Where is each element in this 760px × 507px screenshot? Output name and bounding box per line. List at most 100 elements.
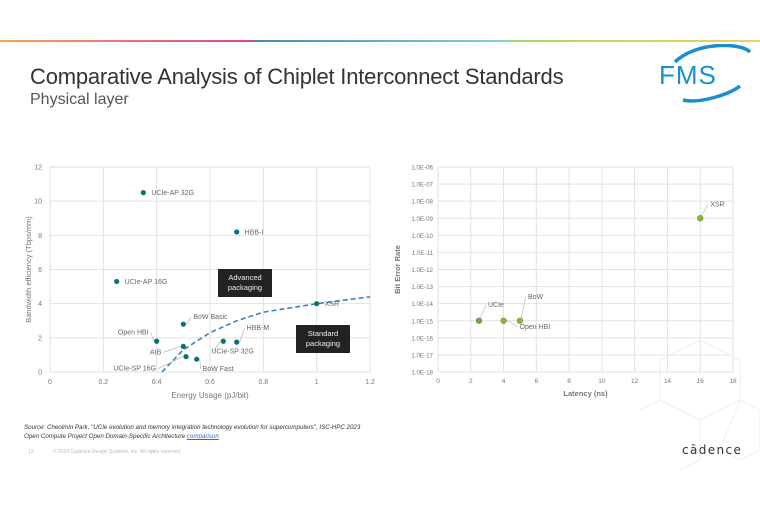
data-point[interactable]	[180, 321, 186, 327]
annotation-text: Standard	[308, 329, 338, 338]
annotation-text: Advanced	[228, 273, 261, 282]
point-label: UCIe-AP 32G	[151, 190, 194, 197]
y-tick-label: 0	[38, 370, 42, 377]
svg-text:FMS: FMS	[659, 60, 717, 90]
leader-line	[157, 356, 184, 369]
y-tick-label: 1.0E-16	[411, 335, 433, 342]
annotation-text: packaging	[306, 339, 340, 348]
leader-line	[520, 296, 527, 319]
slide-title: Comparative Analysis of Chiplet Intercon…	[30, 64, 564, 89]
x-axis-label: Latency (ns)	[563, 389, 608, 398]
point-label: XSR	[325, 301, 339, 308]
annotation-box	[218, 269, 272, 297]
x-tick-label: 0.4	[152, 379, 162, 386]
annotation-box	[296, 325, 350, 353]
data-point[interactable]	[114, 278, 120, 285]
comparison-link[interactable]: comparison	[186, 433, 219, 440]
leader-line	[239, 327, 245, 343]
x-tick-label: 1.2	[365, 379, 375, 386]
x-tick-label: 0.6	[205, 379, 215, 386]
y-tick-label: 1.0E-07	[411, 182, 433, 189]
point-label: UCIe-AP 16G	[125, 279, 168, 286]
y-tick-label: 6	[38, 267, 42, 274]
source-line-2: Open Compute Project Open Domain-Specifi…	[24, 433, 187, 440]
data-point[interactable]	[234, 339, 240, 345]
x-tick-label: 10	[598, 378, 606, 385]
point-label: Open HBI	[118, 329, 149, 336]
data-point[interactable]	[140, 190, 146, 196]
point-label: UCIe	[488, 302, 504, 309]
x-tick-label: 6	[535, 378, 539, 385]
point-label: UCIe-SP 16G	[113, 366, 156, 373]
y-tick-label: 1.0E-14	[411, 301, 433, 308]
leader-line	[163, 346, 181, 353]
y-tick-label: 1.0E-15	[411, 318, 433, 325]
point-label: HBB-M	[247, 325, 270, 332]
data-point[interactable]	[234, 229, 240, 235]
y-tick-label: 12	[34, 165, 42, 172]
footer: 12 © 2024 Cadence Design Systems, Inc. A…	[28, 449, 199, 455]
data-point[interactable]	[697, 215, 704, 222]
y-tick-label: 4	[38, 301, 42, 308]
fms-logo: FMS	[659, 44, 752, 103]
data-point[interactable]	[475, 317, 483, 324]
data-point[interactable]	[183, 354, 189, 360]
top-accent-line	[0, 40, 760, 42]
data-point[interactable]	[516, 317, 524, 324]
x-tick-label: 18	[729, 378, 737, 385]
copyright: © 2024 Cadence Design Systems, Inc. All …	[52, 449, 182, 455]
y-tick-label: 1.0E-18	[411, 370, 433, 377]
hexagon-background-decoration	[640, 339, 760, 470]
y-axis-label: Bandwidth efficiency (Tbps/mm)	[24, 216, 33, 323]
source-line-1: Source: Cheolmin Park, "UCIe evolution a…	[24, 424, 361, 431]
x-tick-label: 0.8	[258, 379, 268, 386]
leader-line	[479, 304, 487, 319]
page-number: 12	[28, 449, 34, 455]
point-label: Open HBI	[520, 324, 551, 331]
leader-line	[150, 332, 154, 342]
leader-line	[213, 341, 221, 352]
x-tick-label: 14	[664, 378, 672, 385]
x-tick-label: 0.2	[98, 379, 108, 386]
leader-line	[186, 316, 192, 325]
leader-line	[199, 359, 202, 370]
y-tick-label: 10	[34, 199, 42, 206]
y-tick-label: 1.0E-10	[411, 233, 433, 240]
source-citation: Source: Cheolmin Park, "UCIe evolution a…	[24, 423, 360, 441]
y-tick-label: 1.0E-13	[411, 284, 433, 291]
x-tick-label: 1	[315, 379, 319, 386]
data-point[interactable]	[194, 356, 200, 362]
y-tick-label: 8	[38, 233, 42, 240]
x-tick-label: 8	[567, 378, 571, 385]
x-tick-label: 12	[631, 378, 639, 385]
x-tick-label: 2	[469, 378, 473, 385]
data-point[interactable]	[500, 317, 507, 324]
leader-line	[700, 204, 709, 217]
trend-line	[161, 296, 371, 373]
y-tick-label: 1.0E-08	[411, 199, 433, 206]
y-tick-label: 1.0E-09	[411, 216, 433, 223]
data-point[interactable]	[220, 338, 226, 344]
y-tick-label: 2	[38, 335, 42, 342]
data-point[interactable]	[180, 343, 186, 349]
x-axis-label: Energy Usage (pJ/bit)	[171, 391, 249, 400]
point-label: UCIe-SP 32G	[211, 348, 254, 355]
data-point[interactable]	[154, 338, 160, 344]
annotation-text: packaging	[228, 283, 262, 292]
x-tick-label: 0	[436, 378, 440, 385]
cadence-logo: cādence	[682, 443, 743, 457]
point-label: AIB	[150, 349, 162, 356]
x-tick-label: 16	[697, 378, 705, 385]
point-label: BoW Fast	[203, 366, 234, 373]
slide-subtitle: Physical layer	[30, 91, 129, 108]
y-tick-label: 1.0E-06	[411, 165, 433, 172]
data-point[interactable]	[314, 301, 320, 307]
point-label: BoW	[528, 294, 544, 301]
y-tick-label: 1.0E-17	[411, 352, 433, 359]
x-tick-label: 4	[502, 378, 506, 385]
leader-line	[504, 318, 518, 328]
point-label: XSR	[710, 201, 724, 208]
y-tick-label: 1.0E-11	[412, 250, 434, 257]
